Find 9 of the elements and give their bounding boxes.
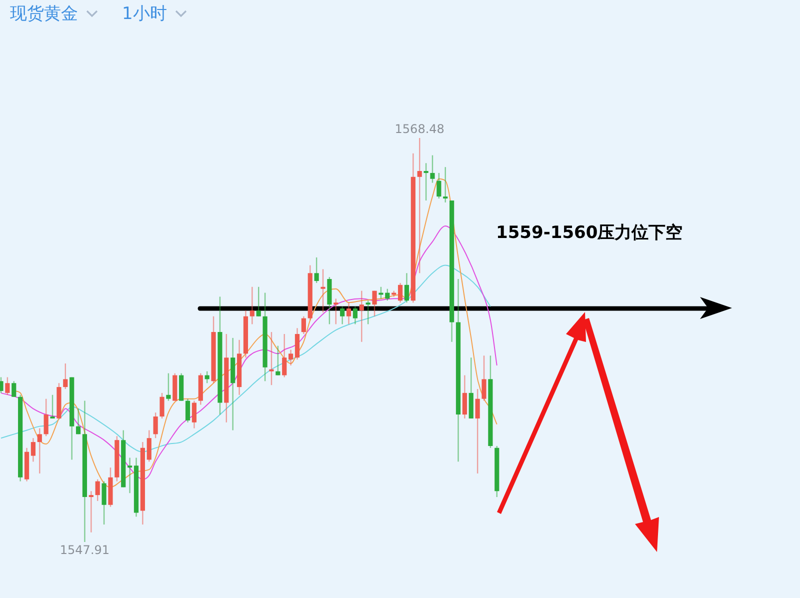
ref-line-label: 1559-1560压力位下空 (496, 222, 683, 243)
candlestick (250, 286, 254, 324)
annotation: 1547.91 (60, 543, 110, 558)
candlestick (88, 491, 94, 532)
candlestick (128, 458, 132, 494)
chart-title: 现货黄金 (10, 3, 78, 25)
chart-subtitle: 1小时 (122, 3, 167, 25)
annotation: 1568.48 (394, 122, 444, 136)
candlestick (230, 338, 236, 430)
